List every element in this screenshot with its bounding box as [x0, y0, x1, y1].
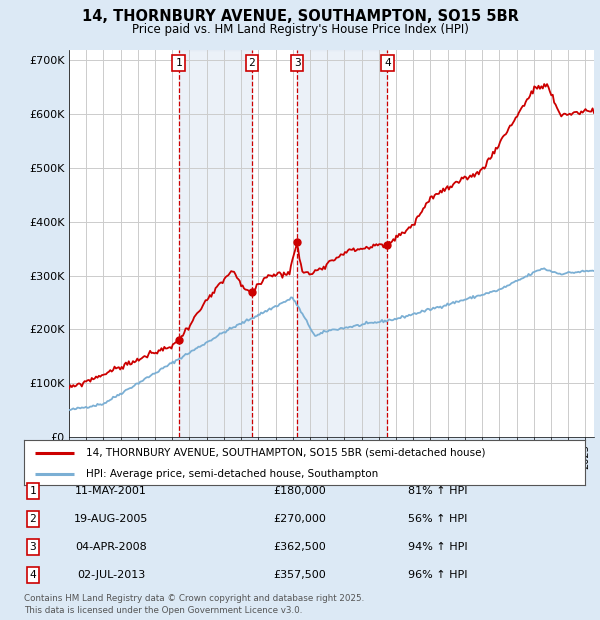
Text: 04-APR-2008: 04-APR-2008: [75, 542, 147, 552]
Text: 02-JUL-2013: 02-JUL-2013: [77, 570, 145, 580]
Text: 96% ↑ HPI: 96% ↑ HPI: [408, 570, 468, 580]
Text: 1: 1: [29, 486, 37, 496]
Text: 2: 2: [248, 58, 256, 68]
Text: Contains HM Land Registry data © Crown copyright and database right 2025.
This d: Contains HM Land Registry data © Crown c…: [24, 594, 364, 615]
Text: 1: 1: [175, 58, 182, 68]
Text: £270,000: £270,000: [274, 514, 326, 524]
Text: 94% ↑ HPI: 94% ↑ HPI: [408, 542, 468, 552]
Text: £362,500: £362,500: [274, 542, 326, 552]
Text: 4: 4: [29, 570, 37, 580]
Text: 14, THORNBURY AVENUE, SOUTHAMPTON, SO15 5BR: 14, THORNBURY AVENUE, SOUTHAMPTON, SO15 …: [82, 9, 518, 24]
Text: 2: 2: [29, 514, 37, 524]
Bar: [297, 50, 388, 437]
Text: 3: 3: [294, 58, 301, 68]
Text: £180,000: £180,000: [274, 486, 326, 496]
Text: 4: 4: [384, 58, 391, 68]
Text: HPI: Average price, semi-detached house, Southampton: HPI: Average price, semi-detached house,…: [86, 469, 378, 479]
Text: 11-MAY-2001: 11-MAY-2001: [75, 486, 147, 496]
Text: Price paid vs. HM Land Registry's House Price Index (HPI): Price paid vs. HM Land Registry's House …: [131, 23, 469, 36]
Text: 19-AUG-2005: 19-AUG-2005: [74, 514, 148, 524]
Text: 56% ↑ HPI: 56% ↑ HPI: [409, 514, 467, 524]
Text: £357,500: £357,500: [274, 570, 326, 580]
Text: 14, THORNBURY AVENUE, SOUTHAMPTON, SO15 5BR (semi-detached house): 14, THORNBURY AVENUE, SOUTHAMPTON, SO15 …: [86, 448, 485, 458]
Bar: [179, 50, 252, 437]
Text: 3: 3: [29, 542, 37, 552]
Text: 81% ↑ HPI: 81% ↑ HPI: [408, 486, 468, 496]
